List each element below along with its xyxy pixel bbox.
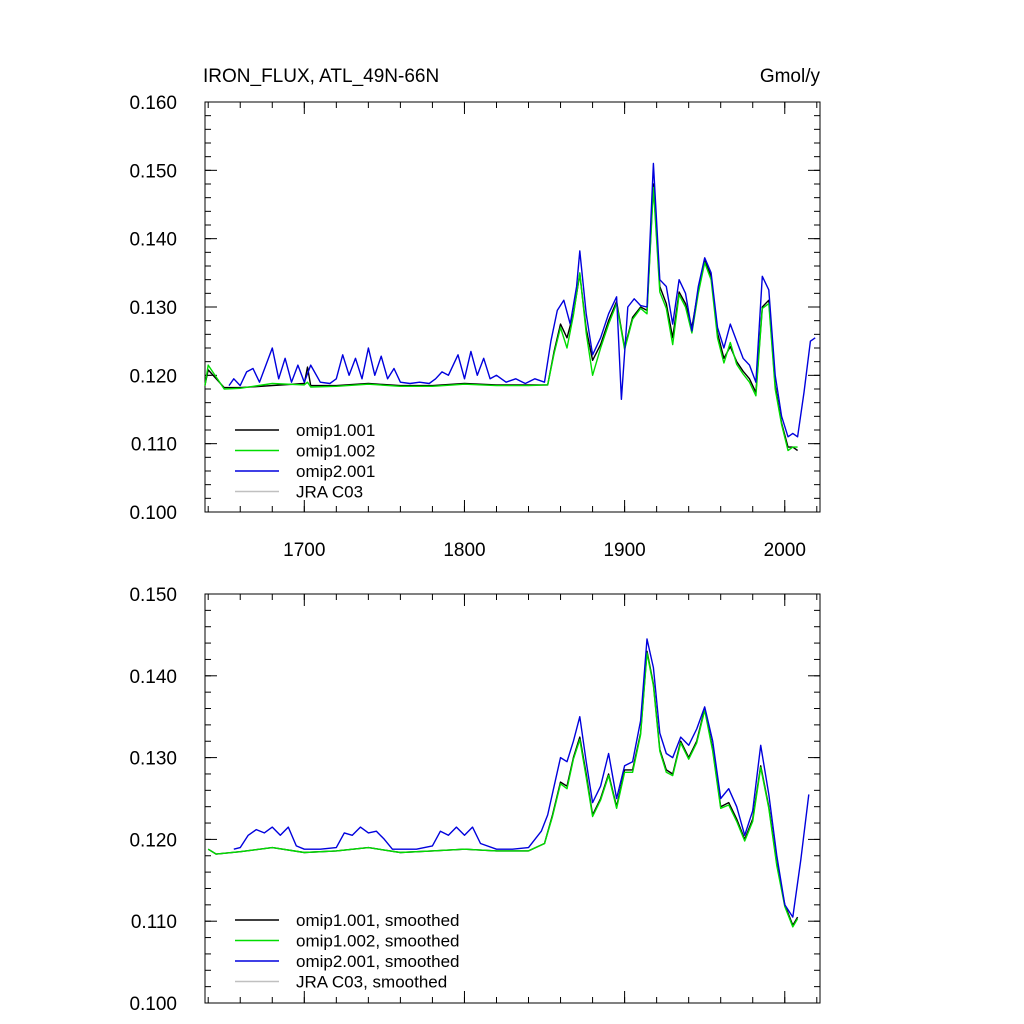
series-line-2	[228, 162, 816, 438]
legend-label: omip1.002, smoothed	[296, 932, 460, 951]
y-tick-label: 0.150	[129, 585, 177, 606]
x-tick-label: 1700	[283, 540, 325, 561]
y-tick-label: 0.150	[129, 161, 177, 182]
y-tick-label: 0.100	[129, 503, 177, 524]
bottom-panel: 0.100 0.110 0.120 0.130 0.140 0.150 omip1.001,…	[129, 585, 821, 1015]
series-line-2	[233, 638, 810, 918]
series-line-0	[204, 183, 799, 452]
series-line-0	[207, 650, 799, 926]
y-tick-label: 0.100	[129, 994, 177, 1015]
series-line-1	[207, 652, 799, 928]
top-panel: 1700 1800 1900 2000 0.100 0.110 0.120 0.130 0.14…	[129, 93, 821, 561]
x-tick-label: 1900	[603, 540, 645, 561]
y-tick-label: 0.140	[129, 230, 177, 251]
series-line-1	[204, 186, 798, 452]
legend-label: omip1.001, smoothed	[296, 911, 460, 930]
y-tick-label: 0.110	[131, 912, 177, 933]
y-tick-label: 0.130	[129, 298, 177, 319]
x-tick-label: 1800	[443, 540, 485, 561]
legend-label: JRA C03, smoothed	[296, 973, 447, 992]
y-tick-label: 0.110	[131, 435, 177, 456]
chart-title: IRON_FLUX, ATL_49N-66N	[203, 66, 439, 87]
legend-label: JRA C03	[296, 483, 363, 502]
y-tick-label: 0.120	[129, 830, 177, 851]
y-tick-label: 0.140	[129, 667, 177, 688]
x-tick-label: 2000	[764, 540, 806, 561]
chart-units: Gmol/y	[760, 66, 821, 87]
y-tick-label: 0.120	[129, 366, 177, 387]
legend-label: omip2.001, smoothed	[296, 952, 460, 971]
legend-label: omip1.002	[296, 442, 375, 461]
legend-label: omip1.001	[296, 421, 375, 440]
y-tick-label: 0.130	[129, 749, 177, 770]
plot-frame	[204, 593, 821, 1004]
legend-label: omip2.001	[296, 462, 375, 481]
y-tick-label: 0.160	[129, 93, 177, 114]
